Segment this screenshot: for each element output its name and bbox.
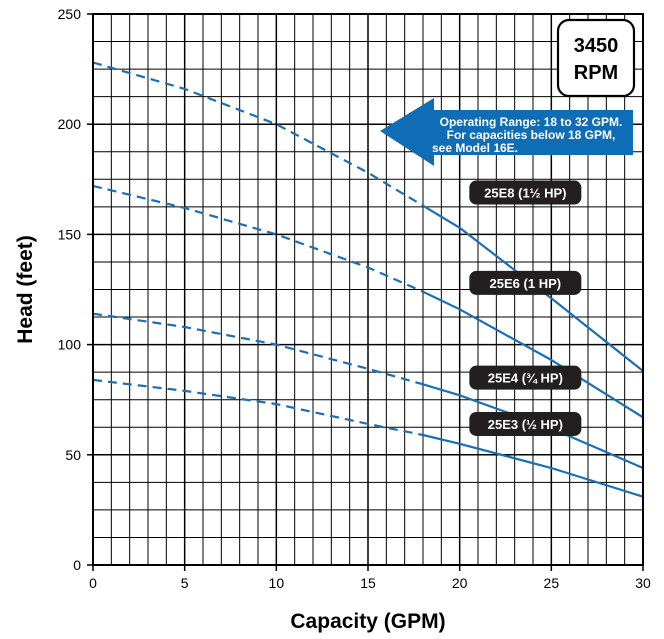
y-tick-label: 0 (73, 557, 81, 573)
x-axis-title: Capacity (GPM) (290, 610, 445, 633)
y-tick-label: 150 (58, 226, 82, 242)
series-labels: 25E8 (1½ HP) 25E6 (1 HP) 25E4 (¾ HP) 25E3 (… (469, 180, 582, 436)
curves (92, 61, 644, 498)
series-line (422, 383, 644, 470)
series-label: 25E8 (1½ HP) (484, 186, 566, 201)
operating-range-arrow: Operating Range: 18 to 32 GPM. For capac… (380, 98, 633, 166)
x-tick-label: 30 (635, 575, 651, 591)
rpm-box: 3450 RPM (556, 18, 636, 98)
series-line (422, 204, 644, 372)
x-tick-label: 10 (269, 575, 285, 591)
series-line-dashed (92, 61, 424, 207)
grid (92, 13, 644, 566)
operating-range-line-2: For capacities below 18 GPM, (447, 128, 616, 142)
x-tick-label: 0 (89, 575, 97, 591)
series-label-badge (469, 180, 582, 205)
series-line (422, 290, 644, 419)
series-line-dashed (92, 378, 424, 437)
x-tick-label: 20 (452, 575, 468, 591)
operating-range-line-1: Operating Range: 18 to 32 GPM. (440, 115, 623, 129)
y-axis-title: Head (feet) (14, 235, 37, 344)
series-label-badge (469, 365, 582, 390)
series-line-dashed (92, 312, 424, 386)
series-line (422, 433, 644, 498)
series-label: 25E4 (¾ HP) (488, 371, 563, 386)
operating-range-line-3: see Model 16E. (432, 141, 518, 155)
rpm-value: 3450 (574, 35, 619, 57)
series-line-dashed (92, 184, 424, 293)
x-tick-label: 25 (544, 575, 560, 591)
y-tick-label: 100 (58, 337, 82, 353)
y-tick-label: 250 (58, 6, 82, 22)
rpm-unit: RPM (574, 62, 618, 84)
series-label: 25E3 (½ HP) (488, 417, 563, 432)
x-axis-ticks: 0 5 10 15 20 25 30 (89, 565, 651, 591)
series-label: 25E6 (1 HP) (490, 276, 562, 291)
y-tick-label: 200 (58, 116, 82, 132)
x-tick-label: 15 (360, 575, 376, 591)
y-tick-label: 50 (65, 447, 81, 463)
series-label-badge (469, 411, 582, 436)
series-label-badge (469, 270, 582, 295)
y-axis-ticks: 0 50 100 150 200 250 (58, 6, 93, 573)
x-tick-label: 5 (181, 575, 189, 591)
